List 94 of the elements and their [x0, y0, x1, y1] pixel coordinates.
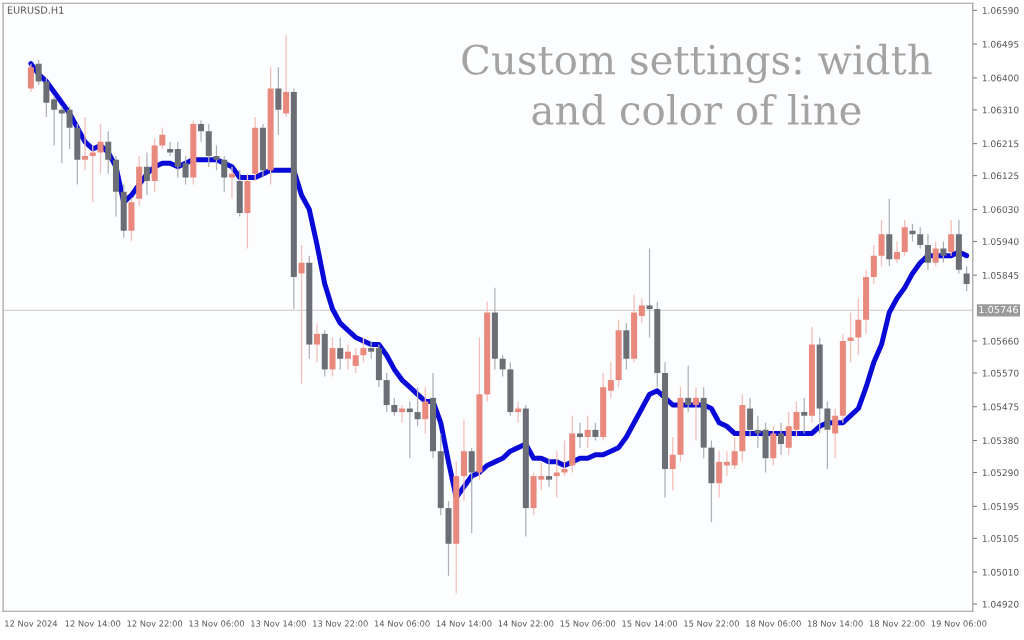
candlestick	[314, 322, 321, 363]
candlestick	[275, 66, 282, 136]
x-tick-label: 19 Nov 06:00	[931, 620, 987, 627]
y-tick-label: 1.05845	[982, 271, 1019, 279]
y-tick-label: 1.06400	[982, 74, 1019, 82]
x-tick-label: 14 Nov 14:00	[436, 620, 492, 627]
candlestick	[143, 151, 150, 196]
candlestick	[360, 336, 367, 363]
y-tick-label: 1.05940	[982, 238, 1019, 245]
x-tick-label: 12 Nov 2024	[5, 620, 58, 627]
candlestick	[283, 34, 290, 118]
candlestick	[932, 240, 939, 267]
y-tick-label: 1.06030	[982, 206, 1019, 213]
y-tick-label: 1.05570	[982, 369, 1019, 377]
candlestick	[576, 422, 583, 449]
candlestick	[35, 59, 42, 86]
candlestick	[948, 219, 955, 257]
y-tick-label: 1.06590	[982, 7, 1019, 14]
x-tick-label: 14 Nov 06:00	[374, 620, 430, 627]
candlestick	[499, 354, 506, 378]
candlestick	[824, 400, 831, 470]
candlestick	[607, 361, 614, 399]
x-tick-label: 18 Nov 06:00	[746, 620, 801, 627]
candlestick	[546, 457, 553, 488]
candlestick	[105, 130, 112, 175]
y-tick-label: 1.06310	[982, 106, 1019, 114]
candlestick	[584, 415, 591, 449]
ref-line-label: 1.05746	[979, 305, 1018, 314]
x-tick-label: 12 Nov 22:00	[127, 620, 183, 627]
candlestick	[167, 141, 174, 157]
candlestick	[731, 436, 738, 470]
candlestick	[894, 240, 901, 264]
candlestick	[778, 422, 785, 456]
x-tick-label: 13 Nov 22:00	[313, 620, 368, 627]
candlestick	[878, 219, 885, 267]
candlestick	[646, 247, 653, 339]
candlestick	[159, 127, 166, 150]
candlestick	[344, 343, 351, 371]
candlestick	[43, 77, 50, 118]
candlestick	[561, 439, 568, 477]
x-tick-label: 15 Nov 22:00	[684, 620, 739, 627]
candlestick	[174, 141, 181, 179]
candlestick	[716, 450, 723, 499]
x-tick-label: 18 Nov 14:00	[807, 620, 863, 627]
candlestick	[27, 63, 34, 93]
candlestick	[337, 336, 344, 371]
candlestick	[963, 265, 970, 292]
x-tick-label: 15 Nov 14:00	[622, 620, 678, 627]
candlestick	[468, 447, 475, 534]
x-tick-label: 14 Nov 22:00	[498, 620, 554, 627]
candlestick	[213, 144, 220, 171]
candlestick	[847, 311, 854, 363]
y-tick-label: 1.06215	[982, 140, 1019, 148]
candlestick	[221, 155, 228, 193]
x-tick-label: 18 Nov 22:00	[869, 620, 925, 627]
candlestick	[182, 155, 189, 186]
candlestick	[685, 365, 692, 413]
y-tick-label: 1.05195	[982, 503, 1019, 510]
y-tick-label: 1.05660	[982, 337, 1019, 345]
candlestick	[66, 105, 73, 150]
candlestick	[51, 95, 58, 147]
y-tick-label: 1.05475	[982, 403, 1019, 411]
candlestick	[917, 226, 924, 250]
candlestick	[82, 116, 89, 171]
candlestick	[97, 123, 104, 175]
candlestick	[870, 244, 877, 285]
candlestick	[638, 297, 645, 324]
y-tick-label: 1.05380	[982, 437, 1019, 445]
candlestick	[801, 397, 808, 435]
candlestick	[832, 407, 839, 459]
x-tick-label: 13 Nov 14:00	[251, 620, 306, 627]
candlestick	[940, 240, 947, 264]
candlestick	[924, 233, 931, 271]
candlestick	[414, 386, 421, 427]
x-tick-label: 15 Nov 06:00	[560, 620, 616, 627]
y-tick-label: 1.05105	[982, 535, 1019, 542]
chart-title: EURUSD.H1	[7, 6, 64, 14]
candlestick	[198, 119, 205, 143]
y-tick-label: 1.04920	[982, 600, 1019, 608]
candlestick	[422, 386, 429, 435]
candlestick	[692, 386, 699, 442]
candlestick	[329, 336, 336, 378]
x-tick-label: 13 Nov 06:00	[189, 620, 245, 627]
y-tick-label: 1.05290	[982, 469, 1019, 477]
y-tick-label: 1.06495	[982, 40, 1019, 48]
y-tick-label: 1.05010	[982, 568, 1019, 576]
candlestick	[352, 347, 359, 374]
candlestick	[669, 436, 676, 491]
candlestick	[298, 244, 305, 385]
annotation: Custom settings: width and color of line	[462, 43, 932, 126]
candlestick	[855, 297, 862, 356]
y-tick-label: 1.06125	[982, 172, 1019, 180]
candlestick	[747, 397, 754, 438]
x-tick-label: 12 Nov 14:00	[65, 620, 121, 627]
